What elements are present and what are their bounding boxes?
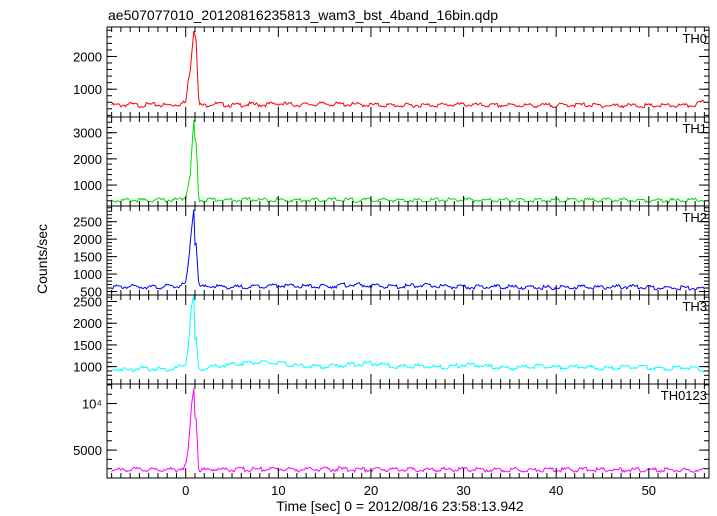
x-axis-label: Time [sec] 0 = 2012/08/16 23:58:13.942	[276, 498, 524, 514]
series-line-th2	[111, 209, 705, 291]
y-tick-label: 1500	[73, 338, 102, 353]
x-tick-label: 40	[549, 483, 563, 498]
series-line-th0123	[111, 388, 705, 474]
x-tick-label: 50	[642, 483, 656, 498]
y-tick-label: 1500	[73, 250, 102, 265]
panel-th0123: 5000 10⁴ TH0123	[73, 383, 710, 479]
panel-frame	[106, 294, 710, 385]
x-tick-label: 30	[456, 483, 470, 498]
y-tick-label: 1000	[73, 82, 102, 97]
panel-label: TH0123	[661, 388, 707, 403]
panel-frame	[106, 205, 710, 296]
y-tick-label: 500	[80, 285, 102, 300]
panel-label: TH3	[682, 299, 707, 314]
panel-label: TH1	[682, 121, 707, 136]
y-tick-label: 2000	[73, 152, 102, 167]
x-tick-label: 20	[364, 483, 378, 498]
chart-title: ae507077010_20120816235813_wam3_bst_4ban…	[108, 7, 498, 23]
y-tick-label: 1000	[73, 360, 102, 375]
series-line-th0	[111, 30, 705, 109]
y-tick-label: 1000	[73, 178, 102, 193]
y-tick-label: 2500	[73, 295, 102, 310]
x-tick-label: 10	[271, 483, 285, 498]
y-tick-label: 10⁴	[82, 397, 102, 412]
y-tick-label: 1000	[73, 267, 102, 282]
x-axis-tick-labels: 0 10 20 30 40 50	[182, 483, 656, 498]
panel-th2: 500 1000 1500 2000 2500 TH2	[73, 205, 710, 300]
series-line-th3	[111, 294, 705, 373]
panels: 1000 2000 TH0 1000 2000 3000 TH1 500 1000 1500 200…	[73, 26, 710, 479]
y-tick-label: 2500	[73, 215, 102, 230]
y-tick-label: 2000	[73, 232, 102, 247]
panel-frame	[106, 383, 710, 479]
panel-th0: 1000 2000 TH0	[73, 26, 710, 118]
y-axis-label: Counts/sec	[34, 224, 50, 294]
x-tick-label: 0	[182, 483, 189, 498]
panel-th3: 1000 1500 2000 2500 TH3	[73, 294, 710, 385]
y-tick-label: 2000	[73, 49, 102, 64]
y-tick-label: 5000	[73, 443, 102, 458]
series-line-th1	[111, 120, 705, 204]
panel-label: TH0	[682, 31, 707, 46]
y-tick-label: 2000	[73, 316, 102, 331]
panel-label: TH2	[682, 210, 707, 225]
y-tick-label: 3000	[73, 126, 102, 141]
panel-th1: 1000 2000 3000 TH1	[73, 116, 710, 207]
